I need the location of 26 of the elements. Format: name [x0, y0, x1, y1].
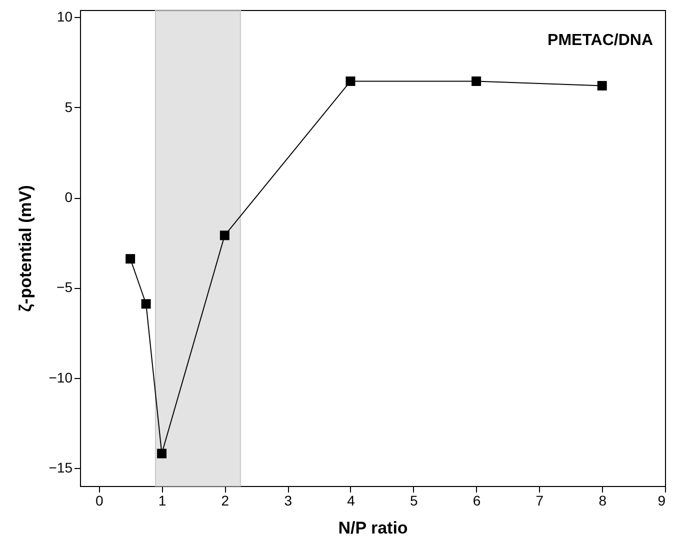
- x-tick-label: 4: [347, 492, 356, 508]
- x-tick-label: 2: [221, 492, 230, 508]
- y-tick-label: 5: [64, 98, 73, 115]
- x-tick-label: 9: [658, 492, 666, 508]
- y-tick-label: −5: [56, 279, 73, 296]
- point: [597, 80, 607, 90]
- x-axis-title: N/P ratio: [338, 518, 408, 538]
- point: [141, 299, 151, 309]
- x-tick-label: 6: [472, 492, 481, 508]
- annotation: PMETAC/DNA: [548, 32, 654, 49]
- x-tick-label: 5: [410, 492, 418, 508]
- y-tick-label: 10: [56, 8, 73, 25]
- point: [157, 448, 167, 458]
- point: [472, 76, 482, 86]
- y-axis-title: ζ-potential (mV): [16, 185, 35, 312]
- x-tick-label: 7: [536, 492, 544, 508]
- x-tick-label: 8: [598, 492, 607, 508]
- point: [346, 76, 356, 86]
- x-tick-label: 1: [158, 492, 166, 508]
- x-tick-label: 0: [95, 492, 104, 508]
- y-tick-label: 0: [64, 189, 73, 206]
- point: [126, 254, 136, 264]
- y-tick-label: −15: [48, 459, 73, 476]
- point: [220, 230, 230, 240]
- x-tick-label: 3: [284, 492, 292, 508]
- y-tick-label: −10: [48, 369, 73, 386]
